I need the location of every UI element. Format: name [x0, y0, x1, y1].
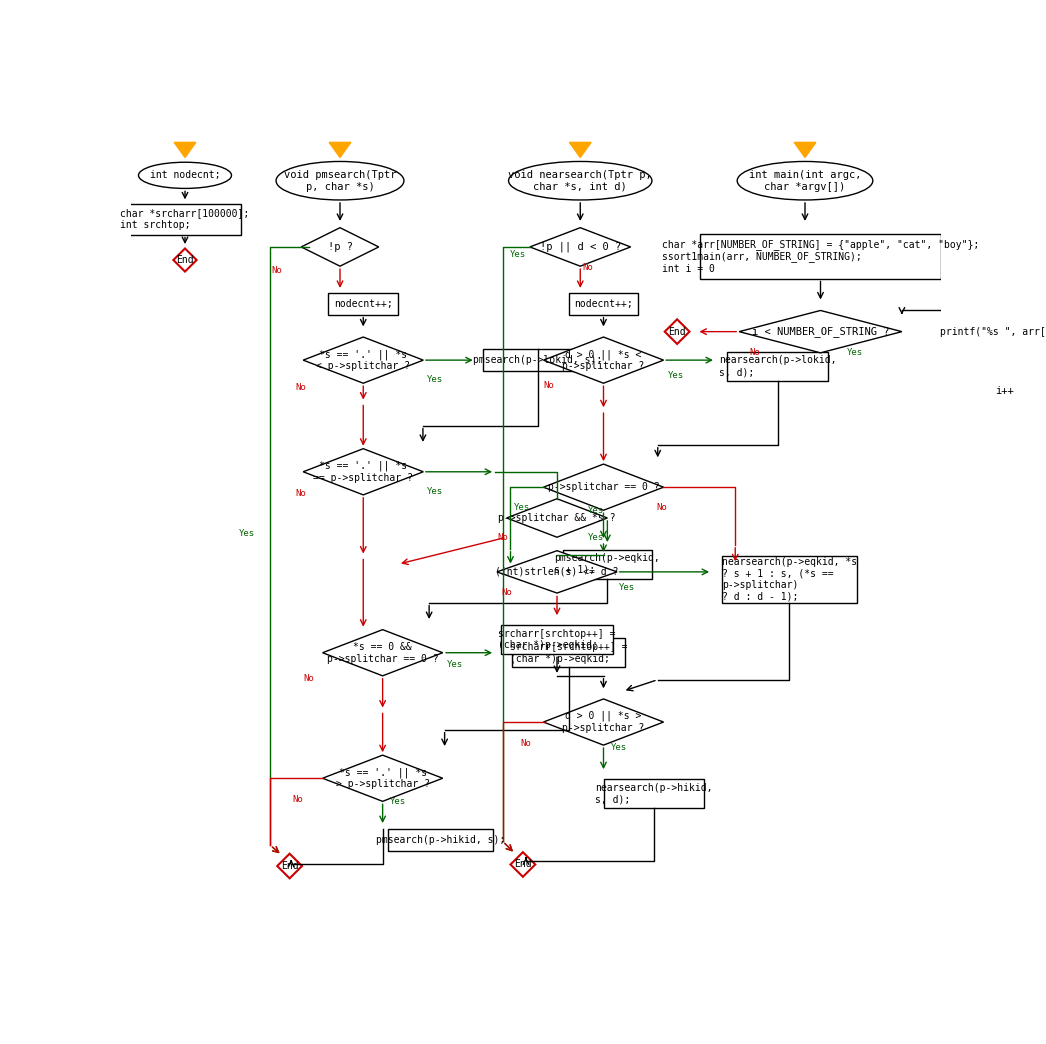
Bar: [501, 625, 613, 655]
Text: (int)strlen(s) <= d ?: (int)strlen(s) <= d ?: [496, 567, 618, 577]
Text: srcharr[srchtop++] =
(char *)p->eqkid;: srcharr[srchtop++] = (char *)p->eqkid;: [498, 628, 616, 650]
Bar: [513, 638, 624, 667]
Text: pmsearch(p->hikid, s);: pmsearch(p->hikid, s);: [377, 835, 505, 845]
Polygon shape: [174, 142, 196, 158]
Polygon shape: [794, 142, 816, 158]
Text: d > 0 || *s <
p->splitchar ?: d > 0 || *s < p->splitchar ?: [563, 349, 644, 372]
Bar: [388, 829, 493, 851]
Text: p->splitchar && *s ?: p->splitchar && *s ?: [498, 513, 616, 523]
Text: No: No: [296, 489, 306, 498]
Text: char *srcharr[100000];
int srchtop;: char *srcharr[100000]; int srchtop;: [120, 209, 250, 230]
Polygon shape: [544, 337, 663, 383]
Text: End: End: [668, 327, 686, 336]
Text: int nodecnt;: int nodecnt;: [150, 170, 221, 181]
Bar: [728, 352, 828, 381]
Polygon shape: [277, 854, 302, 878]
Text: Yes: Yes: [667, 371, 684, 380]
Text: *s == '.' || *s
> p->splitchar ?: *s == '.' || *s > p->splitchar ?: [336, 767, 430, 789]
Bar: [483, 350, 592, 371]
Bar: [569, 293, 638, 314]
Text: Yes: Yes: [238, 529, 255, 538]
Text: char *arr[NUMBER_OF_STRING] = {"apple", "cat", "boy"};
ssort1main(arr, NUMBER_OF: char *arr[NUMBER_OF_STRING] = {"apple", …: [662, 239, 979, 274]
Text: nodecnt++;: nodecnt++;: [334, 299, 392, 309]
Text: End: End: [176, 255, 194, 265]
Bar: [563, 549, 652, 578]
Text: Yes: Yes: [447, 660, 462, 669]
Polygon shape: [322, 755, 442, 802]
Text: Yes: Yes: [514, 503, 530, 513]
Text: void nearsearch(Tptr p,
char *s, int d): void nearsearch(Tptr p, char *s, int d): [508, 170, 652, 191]
Polygon shape: [530, 228, 631, 266]
Text: nodecnt++;: nodecnt++;: [574, 299, 633, 309]
Polygon shape: [544, 465, 663, 511]
Bar: [328, 293, 399, 314]
Text: No: No: [521, 739, 531, 749]
Polygon shape: [322, 630, 442, 675]
Polygon shape: [301, 228, 379, 266]
Text: Yes: Yes: [618, 583, 635, 592]
Polygon shape: [740, 310, 902, 353]
Text: *s == 0 &&
p->splitchar == 0 ?: *s == 0 && p->splitchar == 0 ?: [326, 642, 438, 664]
Ellipse shape: [276, 162, 404, 200]
Text: nearsearch(p->hikid,
s, d);: nearsearch(p->hikid, s, d);: [595, 783, 712, 805]
Text: srcharr[srchtop++] =
(char *)p->eqkid;: srcharr[srchtop++] = (char *)p->eqkid;: [509, 642, 628, 664]
Text: Yes: Yes: [427, 487, 444, 496]
Polygon shape: [497, 550, 617, 593]
Text: No: No: [501, 588, 511, 597]
Text: !p || d < 0 ?: !p || d < 0 ?: [540, 242, 621, 253]
Text: pmsearch(p->lokid, s);: pmsearch(p->lokid, s);: [473, 355, 602, 365]
Text: No: No: [303, 673, 315, 683]
Text: printf("%s ", arr[i]);: printf("%s ", arr[i]);: [940, 327, 1046, 336]
Polygon shape: [329, 142, 350, 158]
Text: No: No: [749, 348, 760, 357]
Ellipse shape: [508, 162, 652, 200]
Bar: [129, 204, 242, 235]
Text: !p ?: !p ?: [327, 242, 353, 252]
Ellipse shape: [737, 162, 872, 200]
Polygon shape: [174, 248, 197, 271]
Text: No: No: [292, 794, 302, 804]
Text: pmsearch(p->eqkid,
s + 1);: pmsearch(p->eqkid, s + 1);: [554, 553, 660, 575]
Text: nearsearch(p->lokid,
s, d);: nearsearch(p->lokid, s, d);: [719, 356, 837, 377]
Bar: [985, 379, 1024, 403]
Bar: [962, 317, 1046, 347]
Bar: [722, 555, 858, 603]
Text: Yes: Yes: [588, 505, 604, 515]
Text: d > 0 || *s >
p->splitchar ?: d > 0 || *s > p->splitchar ?: [563, 711, 644, 733]
Text: *s == '.' || *s
== p->splitchar ?: *s == '.' || *s == p->splitchar ?: [314, 460, 413, 482]
Ellipse shape: [138, 162, 231, 188]
Polygon shape: [569, 142, 591, 158]
Text: Yes: Yes: [611, 743, 627, 752]
Polygon shape: [664, 319, 689, 343]
Text: No: No: [544, 381, 554, 390]
Polygon shape: [303, 449, 424, 495]
Bar: [604, 779, 704, 808]
Text: No: No: [296, 382, 306, 392]
Text: Yes: Yes: [427, 375, 444, 384]
Polygon shape: [303, 337, 424, 383]
Polygon shape: [510, 852, 536, 877]
Polygon shape: [506, 499, 608, 538]
Text: Yes: Yes: [588, 532, 604, 542]
Bar: [701, 234, 940, 279]
Text: Yes: Yes: [847, 348, 863, 357]
Text: End: End: [280, 861, 298, 871]
Text: No: No: [583, 263, 593, 272]
Text: nearsearch(p->eqkid, *s
? s + 1 : s, (*s ==
p->splitchar)
? d : d - 1);: nearsearch(p->eqkid, *s ? s + 1 : s, (*s…: [722, 557, 857, 602]
Text: i < NUMBER_OF_STRING ?: i < NUMBER_OF_STRING ?: [752, 326, 889, 337]
Text: No: No: [498, 532, 508, 542]
Text: p->splitchar == 0 ?: p->splitchar == 0 ?: [548, 482, 659, 492]
Text: void pmsearch(Tptr
p, char *s): void pmsearch(Tptr p, char *s): [283, 170, 396, 191]
Text: int main(int argc,
char *argv[]): int main(int argc, char *argv[]): [749, 170, 861, 191]
Polygon shape: [544, 698, 663, 745]
Text: End: End: [514, 859, 531, 870]
Text: *s == '.' || *s
< p->splitchar ?: *s == '.' || *s < p->splitchar ?: [316, 349, 410, 372]
Text: Yes: Yes: [510, 251, 526, 259]
Text: Yes: Yes: [390, 797, 406, 806]
Text: No: No: [656, 503, 667, 513]
Text: i++: i++: [996, 386, 1015, 396]
Text: No: No: [271, 265, 281, 275]
